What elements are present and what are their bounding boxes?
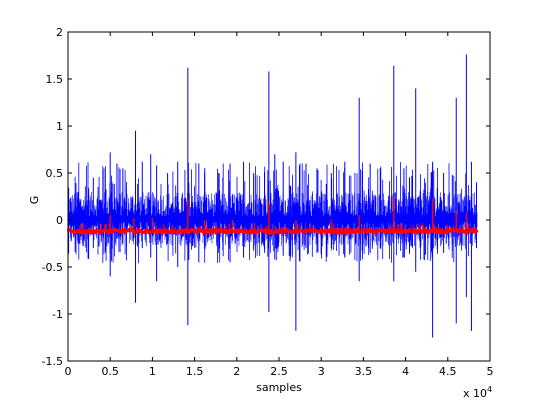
x-tick-label: 3: [318, 365, 325, 378]
x-tick-label: 3.5: [355, 365, 373, 378]
x-tick-label: 4.5: [439, 365, 457, 378]
series-red-signal: [66, 196, 479, 235]
y-tick-label: 0.5: [46, 167, 64, 180]
x-axis-label: samples: [256, 381, 302, 394]
x-tick-label: 0.5: [101, 365, 119, 378]
x-tick-label: 1: [149, 365, 156, 378]
x-tick-label: 2: [233, 365, 240, 378]
y-tick-label: 0: [56, 214, 63, 227]
y-tick-label: -0.5: [42, 261, 63, 274]
x-tick-label: 4: [402, 365, 409, 378]
y-axis-ticks: -1.5 -1 -0.5 0 0.5 1 1.5 2: [42, 26, 490, 368]
y-tick-label: 2: [56, 26, 63, 39]
y-tick-label: -1.5: [42, 355, 63, 368]
y-tick-label: 1: [56, 120, 63, 133]
x-tick-label: 5: [487, 365, 494, 378]
x-axis-multiplier-exponent: 4: [487, 385, 492, 394]
x-axis-multiplier: x 104: [463, 385, 492, 400]
x-tick-label: 2.5: [270, 365, 288, 378]
y-tick-label: 1.5: [46, 73, 64, 86]
red-signal-baseline: [66, 227, 479, 235]
y-axis-label: G: [28, 196, 41, 205]
blue-signal-minor-spikes: [68, 162, 469, 264]
y-tick-label: -1: [52, 308, 63, 321]
x-axis-multiplier-base: x 10: [463, 387, 487, 400]
x-tick-label: 0: [65, 365, 72, 378]
x-axis-ticks: 0 0.5 1 1.5 2 2.5 3 3.5 4 4.5 5: [65, 32, 494, 378]
x-tick-label: 1.5: [186, 365, 204, 378]
